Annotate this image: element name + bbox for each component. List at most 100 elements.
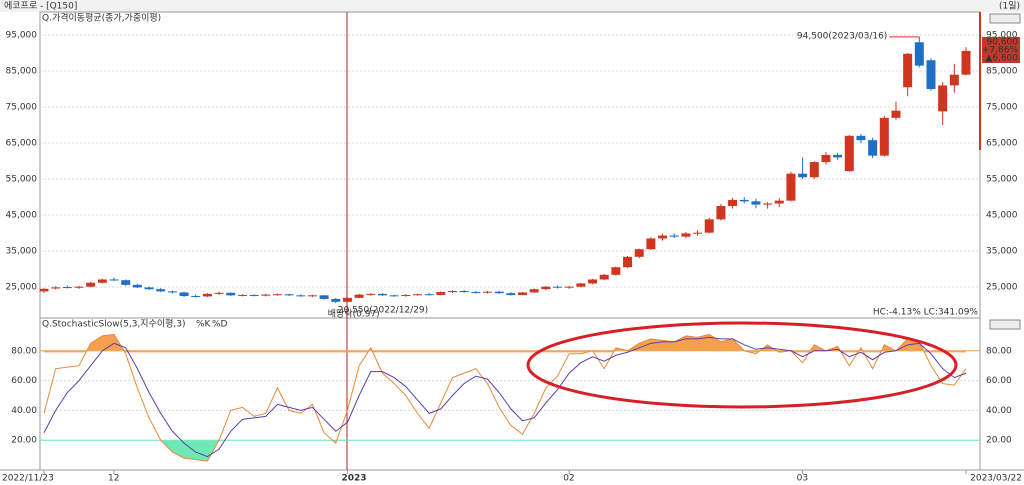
candle-body (809, 162, 819, 178)
candle-body (144, 287, 154, 290)
candle-body (62, 287, 72, 289)
candle-body (366, 293, 376, 295)
y-tick-label-right: 25,000 (986, 283, 1018, 293)
candle-body (167, 291, 177, 293)
candle-body (553, 286, 563, 288)
y-tick-label-right: 75,000 (986, 103, 1018, 113)
y-tick-label: 45,000 (6, 211, 38, 221)
candle-body (191, 296, 201, 298)
candle-body (763, 203, 773, 205)
overbought-fill (44, 334, 966, 353)
candle-body (156, 289, 166, 292)
candle-body (739, 199, 749, 202)
candle-body (716, 206, 726, 220)
candle-body (751, 201, 761, 205)
candle-body (39, 288, 49, 292)
panel-title: Q.가격이동평균(종가,가중이평) (42, 12, 161, 24)
candle-body (938, 85, 948, 112)
candle-body (599, 274, 609, 280)
candle-body (436, 292, 446, 295)
y-tick-label: 85,000 (6, 67, 38, 77)
candle-body (459, 291, 469, 293)
candle-body (681, 233, 691, 237)
candle-body (693, 232, 703, 234)
candle-body (109, 279, 119, 281)
candle-body (51, 287, 61, 289)
candle-body (331, 298, 341, 302)
y-tick-label: 80.00 (11, 346, 37, 356)
candle-body (774, 200, 784, 204)
candle-body (669, 235, 679, 237)
candle-body (202, 293, 212, 297)
candle-body (844, 135, 854, 172)
event-label: 배당락(0.97) (328, 308, 380, 320)
candle-body (926, 60, 936, 90)
price-tag-text: +7.86% (982, 46, 1019, 56)
candle-body (728, 199, 738, 207)
candle-body (821, 154, 831, 163)
low-annotation: 20,550(2022/12/29) (338, 306, 428, 316)
candle-body (226, 292, 236, 296)
candle-body (786, 173, 796, 201)
candle-body (424, 294, 434, 296)
candle-body (541, 286, 551, 290)
indicator-line (43, 336, 967, 458)
candle-body (658, 235, 668, 239)
candle-body (588, 279, 598, 284)
candle-body (646, 238, 656, 250)
candle-body (833, 154, 843, 158)
y-tick-label: 60.00 (11, 376, 37, 386)
candle-body (576, 283, 586, 287)
candle-body (564, 286, 574, 288)
candle-body (961, 50, 971, 75)
candle-body (377, 293, 387, 296)
candle-body (482, 291, 492, 293)
candle-body (529, 289, 539, 293)
highlight-ellipse (526, 321, 958, 409)
period: (1일) (999, 1, 1020, 12)
candle-body (891, 110, 901, 118)
panel-buttons[interactable] (989, 13, 1021, 330)
candle-body (623, 256, 633, 268)
candle-body (471, 292, 481, 294)
candle-body (914, 42, 924, 66)
panel-title: Q.StochasticSlow(5,3,지수이평,3) (42, 319, 186, 330)
x-tick-label: 02 (563, 474, 574, 484)
y-tick-label-right: 85,000 (986, 67, 1018, 77)
candle-body (856, 135, 866, 141)
candle-body (342, 297, 352, 302)
candle-body (412, 294, 422, 296)
button[interactable] (989, 319, 1021, 330)
x-tick-label: 2023/03/22 (970, 474, 1022, 484)
legend-entry: %D (212, 320, 228, 330)
candle-body (506, 293, 516, 295)
y-tick-label: 75,000 (6, 103, 38, 113)
candle-body (401, 294, 411, 296)
candle-body (319, 295, 329, 299)
candle-body (868, 140, 878, 156)
price-tag-text: ▲6,600 (985, 54, 1018, 64)
price-tag-text: 90,600 (987, 38, 1019, 48)
y-tick-label-right: 20.00 (986, 436, 1012, 446)
y-tick-label: 35,000 (6, 247, 38, 257)
candle-body (704, 219, 714, 233)
x-tick-label: 2023 (341, 474, 366, 484)
candle-body (879, 117, 889, 156)
legend-entry: %K (196, 320, 212, 330)
y-tick-label-right: 65,000 (986, 139, 1018, 149)
y-tick-label: 65,000 (6, 139, 38, 149)
candle-body (611, 267, 621, 275)
candle-body (74, 286, 84, 288)
y-tick-label-right: 60.00 (986, 376, 1012, 386)
candle-body (132, 284, 142, 288)
x-tick-label: 03 (797, 474, 808, 484)
button[interactable] (989, 13, 1021, 24)
candle-body (389, 295, 399, 297)
candle-body (237, 294, 247, 296)
candle-body (949, 74, 959, 86)
candle-body (798, 173, 808, 178)
candle-body (86, 282, 96, 287)
title-bar (0, 0, 1024, 12)
range-note: HC:-4.13% LC:341.09% (873, 308, 979, 318)
